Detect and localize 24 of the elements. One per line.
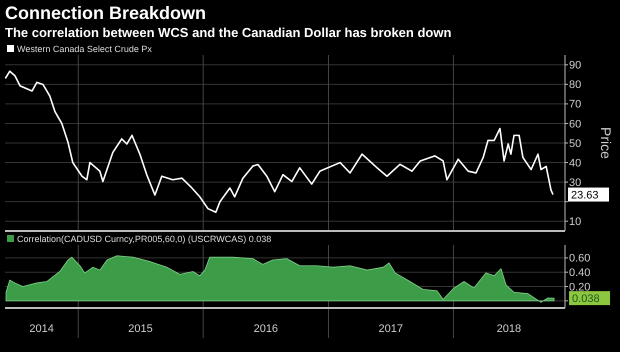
y-axis-title: Price — [598, 127, 614, 160]
y-tick-label: 0.60 — [569, 252, 590, 265]
x-tick-label: 2018 — [496, 323, 522, 335]
x-tick-label: 2016 — [254, 323, 278, 335]
y-tick-label: 60 — [569, 118, 582, 130]
x-tick-label: 2015 — [128, 323, 153, 335]
x-tick-label: 2017 — [378, 323, 404, 335]
y-tick-label: 90 — [569, 60, 582, 72]
x-tick-label: 2014 — [29, 323, 54, 335]
line-series — [4, 70, 554, 214]
y-tick-label: 80 — [569, 79, 582, 92]
y-tick-label: 30 — [569, 176, 582, 189]
annotation: 23.63 — [571, 189, 599, 202]
chart-subtitle: The correlation between WCS and the Canadian Dollar has broken down — [5, 25, 452, 40]
y-tick-label: 50 — [569, 138, 582, 150]
y-tick-label: 70 — [569, 98, 582, 111]
chart-title: Connection Breakdown — [5, 3, 206, 23]
legend-label: Correlation(CADUSD Curncy,PR005,60,0) (USCRWCAS) 0.038 — [17, 234, 272, 244]
y-tick-label: 40 — [569, 157, 582, 170]
y-tick-label: 0.20 — [569, 281, 590, 294]
legend-label: Western Canada Select Crude Px — [17, 44, 152, 54]
annotation: 0.038 — [572, 292, 600, 305]
y-tick-label: 10 — [569, 216, 582, 228]
y-tick-label: 0.40 — [569, 267, 590, 280]
